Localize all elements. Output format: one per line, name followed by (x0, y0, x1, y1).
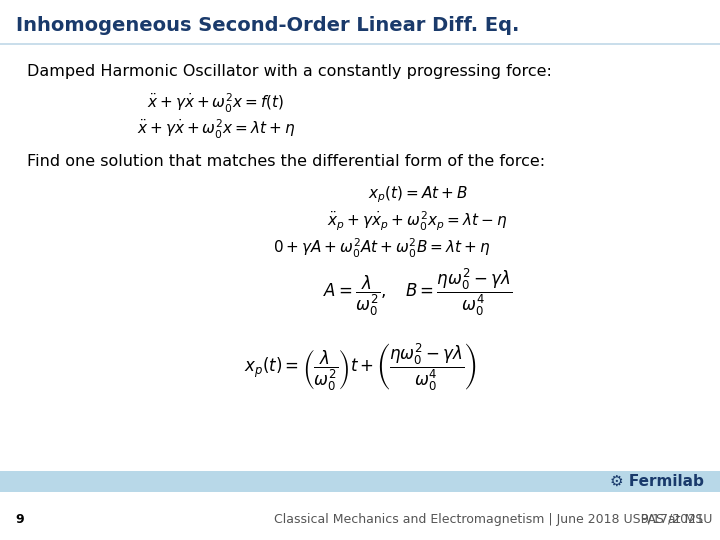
Text: $x_p(t) = At + B$: $x_p(t) = At + B$ (368, 184, 467, 205)
Text: ⚙ Fermilab: ⚙ Fermilab (611, 474, 704, 489)
Text: $\ddot{x} + \gamma\dot{x} + \omega_0^2 x = \lambda t + \eta$: $\ddot{x} + \gamma\dot{x} + \omega_0^2 x… (137, 118, 295, 141)
Text: Find one solution that matches the differential form of the force:: Find one solution that matches the diffe… (27, 154, 546, 170)
Text: Damped Harmonic Oscillator with a constantly progressing force:: Damped Harmonic Oscillator with a consta… (27, 64, 552, 79)
Text: Classical Mechanics and Electromagnetism | June 2018 USPAS at MSU: Classical Mechanics and Electromagnetism… (274, 513, 712, 526)
Text: $A = \dfrac{\lambda}{\omega_0^2}, \quad B = \dfrac{\eta\omega_0^2 - \gamma\lambd: $A = \dfrac{\lambda}{\omega_0^2}, \quad … (323, 267, 512, 319)
Text: $\ddot{x}_p + \gamma\dot{x}_p + \omega_0^2 x_p = \lambda t - \eta$: $\ddot{x}_p + \gamma\dot{x}_p + \omega_0… (328, 210, 508, 233)
Text: 9: 9 (16, 513, 24, 526)
Text: $0 + \gamma A + \omega_0^2 At + \omega_0^2 B = \lambda t + \eta$: $0 + \gamma A + \omega_0^2 At + \omega_0… (273, 237, 490, 260)
Text: 9/17/2021: 9/17/2021 (640, 513, 704, 526)
Text: Inhomogeneous Second-Order Linear Diff. Eq.: Inhomogeneous Second-Order Linear Diff. … (16, 16, 519, 36)
Bar (0, 471, 720, 492)
Text: $\ddot{x} + \gamma\dot{x} + \omega_0^2 x = f(t)$: $\ddot{x} + \gamma\dot{x} + \omega_0^2 x… (148, 92, 284, 115)
Text: $x_p(t) = \left(\dfrac{\lambda}{\omega_0^2}\right)t + \left(\dfrac{\eta\omega_0^: $x_p(t) = \left(\dfrac{\lambda}{\omega_0… (243, 341, 477, 393)
